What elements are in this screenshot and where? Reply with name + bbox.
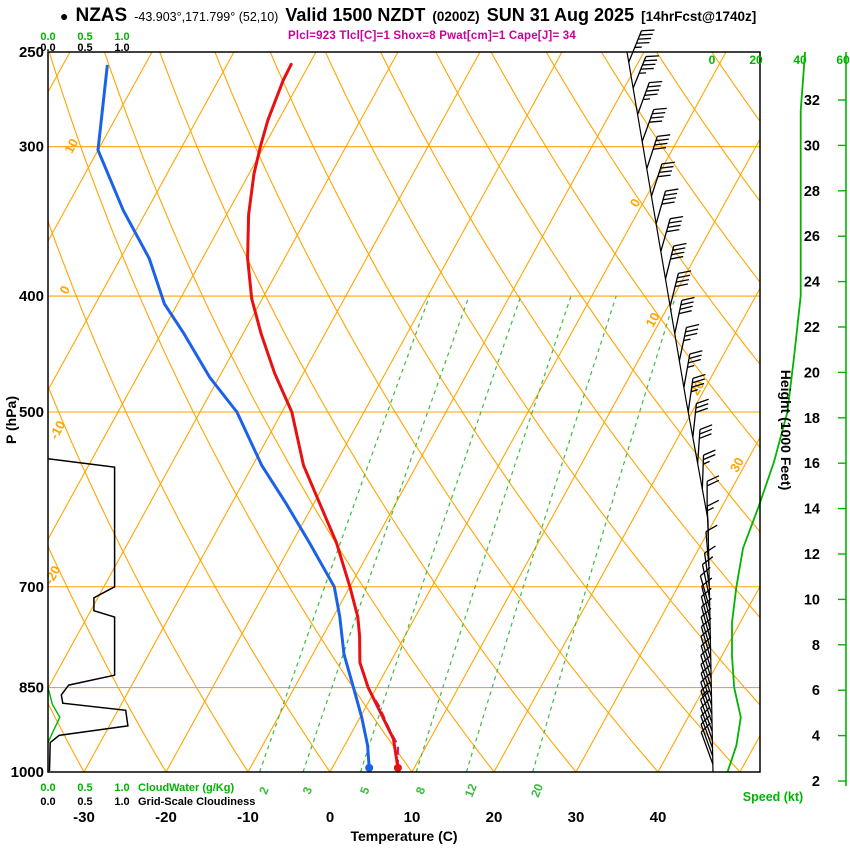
- height-tick-label: 4: [812, 729, 820, 745]
- height-tick-label: 16: [804, 456, 820, 472]
- cloudiness-scale-bottom: 0.0: [40, 796, 55, 808]
- cloudwater-scale-bottom-green: 0.5: [77, 782, 92, 794]
- cloudiness-scale-bottom: 1.0: [114, 796, 129, 808]
- temperature-surface-dot: [393, 763, 402, 772]
- station-coords: -43.903°,171.799° (52,10): [134, 10, 279, 24]
- pressure-tick-label: 700: [19, 579, 44, 596]
- height-tick-label: 6: [812, 683, 820, 699]
- wind-speed-curve: [726, 51, 806, 773]
- pressure-tick-label: 850: [19, 680, 44, 697]
- height-tick-label: 22: [804, 320, 820, 336]
- cloudwater-scale-bottom-green: 0.0: [40, 782, 55, 794]
- mixing-ratio-label: 3: [300, 784, 316, 796]
- height-tick-label: 28: [804, 184, 820, 200]
- speed-axis-title: Speed (kt): [743, 790, 803, 804]
- mixing-ratio-label: 20: [528, 781, 546, 799]
- station-id: NZAS: [75, 5, 128, 26]
- dewpoint-curve: [96, 64, 371, 770]
- mixing-ratio-label: 2: [256, 784, 272, 796]
- pressure-tick-label: 1000: [11, 764, 44, 781]
- cloudwater-scales: 0.00.00.00.00.50.50.50.51.01.01.01.0Clou…: [40, 31, 255, 808]
- pressure-axis-title: P (hPa): [3, 396, 19, 444]
- adiabat-label: 10: [61, 136, 81, 156]
- chart-header: ● NZAS -43.903°,171.799° (52,10) Valid 1…: [60, 5, 756, 27]
- height-tick-label: 8: [812, 638, 820, 654]
- plot-frame: [47, 51, 761, 773]
- cloudwater-scale-bottom-green: 1.0: [114, 782, 129, 794]
- pressure-tick-label: 400: [19, 288, 44, 305]
- height-tick-label: 18: [804, 411, 820, 427]
- pressure-tick-label: 250: [19, 44, 44, 61]
- speed-axis: 0 20 40 60 Speed (kt): [709, 52, 850, 804]
- temp-tick-label: -20: [155, 809, 177, 826]
- pressure-tick-label: 300: [19, 139, 44, 156]
- sounding-parameters: Plcl=923 Tlcl[C]=1 Shox=8 Pwat[cm]=1 Cap…: [288, 30, 576, 42]
- valid-zulu: (0200Z): [432, 9, 480, 24]
- skewt-grid: [48, 52, 760, 772]
- adiabat-label: -20: [41, 563, 63, 587]
- mixing-ratio-label: 5: [357, 784, 373, 796]
- cloudiness-scale-top: 0.5: [77, 42, 92, 54]
- temp-tick-label: -30: [73, 809, 95, 826]
- dewpoint-surface-dot: [365, 763, 374, 772]
- cloudiness-scale-top: 0.0: [40, 42, 55, 54]
- adiabat-label: -10: [46, 418, 68, 442]
- mixing-ratio-label: 12: [462, 781, 480, 799]
- height-tick-label: 12: [804, 547, 820, 563]
- temp-tick-label: 30: [568, 809, 585, 826]
- cloudwater-scale-top-green: 1.0: [114, 31, 129, 43]
- cloud-fraction-curve: [47, 457, 129, 772]
- temp-tick-label: 20: [486, 809, 503, 826]
- cloudwater-scale-top-green: 0.5: [77, 31, 92, 43]
- height-tick-label: 14: [804, 502, 820, 518]
- cloudiness-scale-bottom: 0.5: [77, 796, 92, 808]
- height-tick-label: 24: [804, 275, 820, 291]
- temp-tick-label: 0: [326, 809, 334, 826]
- temp-tick-label: -10: [237, 809, 259, 826]
- barb-baseline: [626, 51, 714, 773]
- cloudwater-curve: [47, 687, 61, 743]
- pressure-tick-label: 500: [19, 404, 44, 421]
- temp-tick-label: 40: [650, 809, 667, 826]
- cloudwater-scale-top-green: 0.0: [40, 31, 55, 43]
- valid-time: Valid 1500 NZDT: [285, 5, 426, 25]
- cloudwater-scale-title: CloudWater (g/Kg): [138, 782, 234, 794]
- cloudiness-scale-top: 1.0: [114, 42, 129, 54]
- cloudiness-scale-title: Grid-Scale Cloudiness: [138, 796, 255, 808]
- valid-date: SUN 31 Aug 2025: [486, 5, 635, 25]
- speed-tick-label: 40: [793, 53, 807, 67]
- speed-tick-label: 60: [836, 53, 850, 67]
- isotherm-label: 30: [727, 455, 747, 475]
- temp-axis-title: Temperature (C): [350, 828, 457, 844]
- wind-barbs: [628, 29, 720, 765]
- station-bullet-icon: ●: [60, 8, 69, 24]
- temp-tick-label: 10: [404, 809, 421, 826]
- height-tick-label: 26: [804, 229, 820, 245]
- speed-tick-label: 20: [749, 53, 763, 67]
- speed-tick-label: 0: [709, 53, 716, 67]
- height-tick-label: 20: [804, 365, 820, 381]
- height-tick-label: 2: [812, 774, 820, 790]
- isotherm-label: 10: [642, 310, 662, 330]
- forecast-info: [14hrFcst@1740z]: [641, 9, 757, 24]
- mixing-ratio-labels: 2 3 5 8 12 20: [256, 781, 546, 799]
- temperature-curve: [246, 62, 400, 770]
- height-tick-label: 10: [804, 592, 820, 608]
- adiabat-label: 0: [56, 283, 73, 296]
- height-tick-label: 30: [804, 138, 820, 154]
- height-tick-label: 32: [804, 93, 820, 109]
- mixing-ratio-label: 8: [413, 784, 429, 796]
- height-axis-title: Height (1000 Feet): [778, 370, 794, 491]
- isotherm-label: 0: [627, 196, 644, 210]
